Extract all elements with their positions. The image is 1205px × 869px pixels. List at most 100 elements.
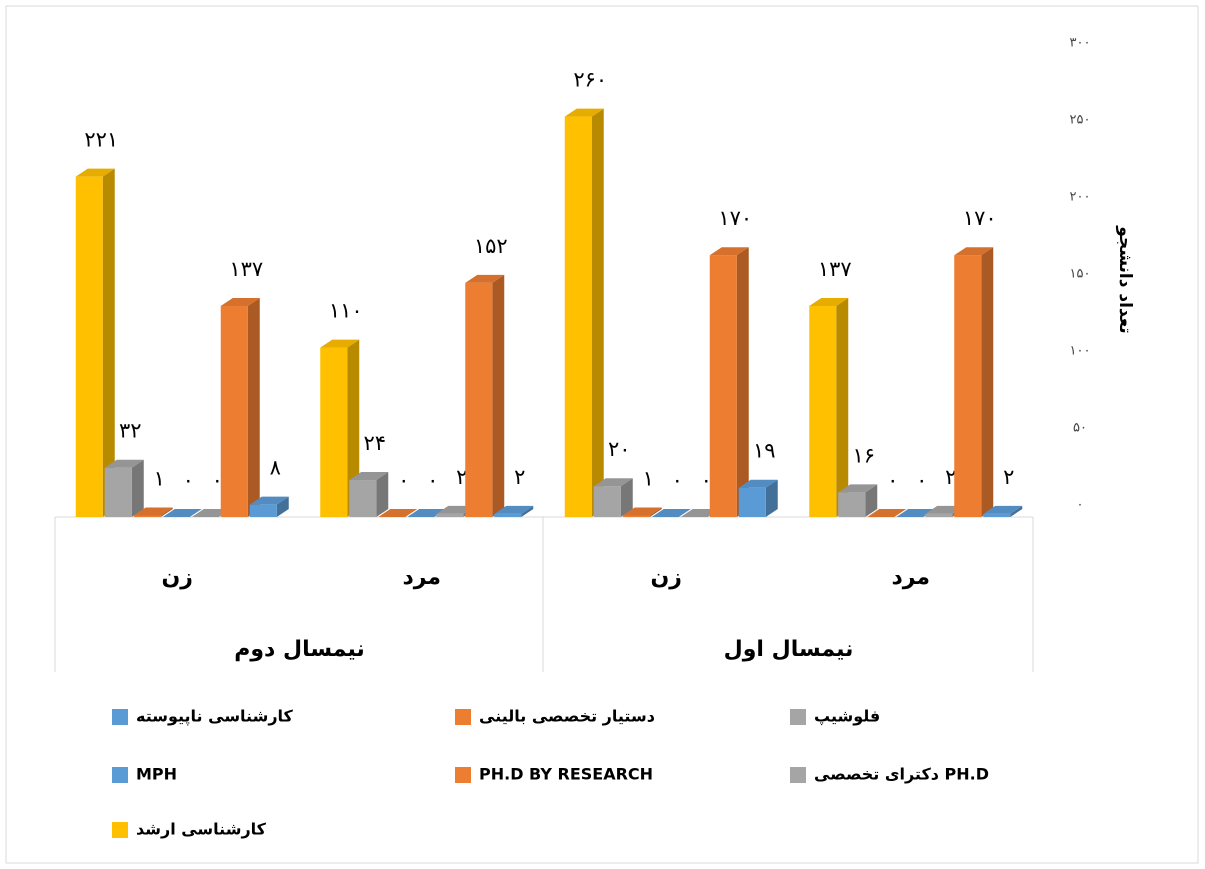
data-label: ۰	[887, 468, 898, 492]
bar-top	[838, 484, 878, 493]
data-label: ۲	[945, 465, 956, 489]
bar-side	[865, 484, 878, 517]
data-label: ۱۳۷	[229, 257, 263, 281]
bar-side	[247, 298, 260, 517]
bar	[465, 282, 493, 517]
chart-border	[5, 5, 1199, 864]
data-label: ۲۲۱	[84, 128, 118, 152]
data-label: ۲۶۰	[573, 68, 607, 92]
data-label: ۲۰	[608, 437, 631, 461]
bar-side	[836, 298, 849, 517]
bar-top	[709, 247, 749, 256]
bar	[622, 515, 650, 517]
bar	[75, 176, 103, 517]
legend-swatch	[112, 767, 128, 783]
bar	[925, 513, 953, 517]
data-label: ۱۳۷	[818, 257, 852, 281]
data-label: ۱	[643, 466, 654, 490]
data-label: ۰	[672, 468, 683, 492]
bar	[349, 480, 377, 517]
legend-swatch	[112, 822, 128, 838]
data-label: ۱۷۰	[963, 206, 997, 230]
bar-side	[492, 274, 505, 517]
bar-side	[649, 507, 662, 517]
group-label: نیمسال اول	[724, 637, 854, 662]
bar-side	[347, 339, 360, 517]
data-label: ۸	[270, 456, 281, 480]
legend-label: PH.D BY RESEARCH	[479, 765, 653, 784]
data-label: ۱۵۲	[474, 234, 508, 258]
bar	[954, 255, 982, 517]
data-label: ۰	[398, 468, 409, 492]
x-tick-label: زن	[162, 565, 193, 590]
bar	[983, 513, 1011, 517]
bar-top	[564, 108, 604, 117]
bar	[593, 486, 621, 517]
bar-side	[765, 479, 778, 517]
legend-swatch	[455, 767, 471, 783]
y-tick-label: ۳۰۰	[1070, 36, 1091, 51]
data-label: ۰	[183, 468, 194, 492]
bar-side	[276, 496, 289, 517]
bar	[249, 504, 277, 517]
y-tick-label: ۰	[1077, 498, 1084, 513]
bar-top	[133, 507, 173, 516]
data-label: ۲	[1003, 465, 1014, 489]
bar	[709, 255, 737, 517]
data-label: ۲۴	[363, 431, 386, 455]
data-label: ۲	[456, 465, 467, 489]
bar	[104, 467, 132, 517]
legend-label: MPH	[136, 765, 177, 784]
data-label: ۱۶	[852, 443, 875, 467]
bar	[738, 487, 766, 517]
x-tick-label: مرد	[891, 565, 930, 590]
bar-side	[1010, 505, 1023, 517]
legend-swatch	[790, 767, 806, 783]
bar-top	[220, 298, 260, 307]
bar-top	[104, 459, 144, 468]
bar-top	[593, 478, 633, 487]
bar	[809, 306, 837, 517]
bar-side	[160, 507, 173, 517]
legend-swatch	[455, 709, 471, 725]
legend-label: دستیار تخصصی بالینی	[479, 707, 655, 726]
bar	[838, 492, 866, 517]
bar-top	[249, 496, 289, 505]
bar	[564, 116, 592, 517]
bar	[133, 515, 161, 517]
y-tick-label: ۱۰۰	[1070, 344, 1091, 359]
data-label: ۳۲	[119, 419, 142, 443]
bar	[220, 306, 248, 517]
bar-side	[102, 168, 115, 517]
bar-side	[131, 459, 144, 517]
bar-top	[983, 505, 1023, 514]
data-label: ۰	[427, 468, 438, 492]
legend-label: دکترای تخصصی PH.D	[814, 765, 989, 784]
data-label: ۰	[701, 468, 712, 492]
bar-side	[620, 478, 633, 517]
legend-swatch	[790, 709, 806, 725]
bar-top	[738, 479, 778, 488]
bar-top	[465, 274, 505, 283]
data-label: ۲	[514, 465, 525, 489]
bar-side	[981, 247, 994, 517]
x-tick-label: زن	[651, 565, 682, 590]
x-tick-label: مرد	[402, 565, 441, 590]
bar	[320, 347, 348, 517]
bar-top	[349, 472, 389, 481]
bar-side	[521, 505, 534, 517]
bar-side	[376, 472, 389, 517]
y-axis-label: تعداد دانشجو	[1115, 225, 1135, 333]
data-label: ۰	[212, 468, 223, 492]
bar	[494, 513, 522, 517]
legend-label: کارشناسی ناپیوسته	[136, 707, 294, 727]
bar-top	[809, 298, 849, 307]
data-label: ۰	[916, 468, 927, 492]
y-tick-label: ۱۵۰	[1070, 267, 1091, 282]
group-label: نیمسال دوم	[234, 637, 364, 662]
bar-top	[378, 509, 418, 517]
bar-top	[867, 509, 907, 517]
data-label: ۱۷۰	[718, 206, 752, 230]
legend-label: کارشناسی ارشد	[136, 820, 267, 839]
